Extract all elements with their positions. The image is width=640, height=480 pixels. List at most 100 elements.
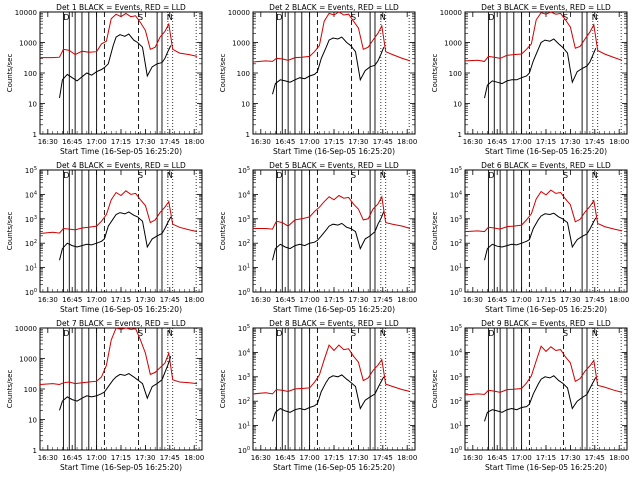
interval-letter: N xyxy=(592,13,598,22)
x-tick-label: 17:30 xyxy=(560,296,580,304)
y-tick-label: 102 xyxy=(450,239,462,248)
x-tick-label: 17:00 xyxy=(300,454,320,462)
plot-frame xyxy=(252,169,416,293)
x-axis-label: Start Time (16-Sep-05 16:25:20) xyxy=(485,463,607,472)
y-tick-label: 1 xyxy=(33,447,37,455)
y-tick-label: 10000 xyxy=(440,9,462,17)
x-tick-label: 17:00 xyxy=(87,454,107,462)
interval-letter: S xyxy=(138,171,143,180)
interval-letter: S xyxy=(351,329,356,338)
y-tick-label: 1000 xyxy=(19,40,37,48)
panel-det-6: 100 101 102 103 104 105 16:30 16:45 17:00 17:15 17… xyxy=(431,161,629,314)
x-tick-label: 17:00 xyxy=(512,138,532,146)
x-tick-label: 17:15 xyxy=(536,138,556,146)
x-tick-label: 16:30 xyxy=(251,296,271,304)
interval-letter: D xyxy=(276,13,282,22)
x-tick-label: 16:45 xyxy=(487,138,507,146)
x-tick-label: 17:30 xyxy=(348,454,368,462)
y-tick-label: 105 xyxy=(450,166,462,175)
x-tick-label: 17:00 xyxy=(512,454,532,462)
x-tick-label: 17:30 xyxy=(135,454,155,462)
y-tick-label: 102 xyxy=(25,239,37,248)
x-tick-label: 17:30 xyxy=(135,138,155,146)
interval-letter: S xyxy=(138,329,143,338)
interval-letter: S xyxy=(351,171,356,180)
y-tick-label: 10 xyxy=(453,101,462,109)
x-tick-label: 17:45 xyxy=(160,454,180,462)
panel-det-8: 100 101 102 103 104 105 16:30 16:45 17:00 17:15 17… xyxy=(219,319,417,472)
lld-series-line xyxy=(464,11,623,62)
x-tick-label: 17:30 xyxy=(560,454,580,462)
plot-frame xyxy=(252,327,416,451)
x-tick-label: 17:15 xyxy=(111,454,131,462)
interval-letter: S xyxy=(563,13,568,22)
panel-title: Det 5 BLACK = Events, RED = LLD xyxy=(269,161,399,170)
y-tick-label: 102 xyxy=(238,397,250,406)
x-tick-label: 17:15 xyxy=(111,296,131,304)
interval-letter: S xyxy=(563,171,568,180)
interval-letter: N xyxy=(167,329,173,338)
panel-title: Det 3 BLACK = Events, RED = LLD xyxy=(481,3,611,12)
y-tick-label: 1 xyxy=(33,131,37,139)
interval-letter: N xyxy=(380,329,386,338)
x-tick-label: 16:30 xyxy=(251,454,271,462)
panel-det-3: 1 10 100 1000 10000 16:30 16:45 17:00 17:15 17:30… xyxy=(431,3,629,156)
y-tick-label: 103 xyxy=(238,215,250,224)
x-tick-label: 18:00 xyxy=(609,138,629,146)
events-series-line xyxy=(484,212,597,261)
y-axis-label: Counts/sec xyxy=(6,212,14,251)
lld-series-line xyxy=(39,190,198,234)
x-tick-label: 17:30 xyxy=(348,296,368,304)
interval-letter: S xyxy=(138,13,143,22)
events-series-line xyxy=(484,38,597,99)
x-tick-label: 18:00 xyxy=(184,454,204,462)
y-tick-label: 10 xyxy=(241,101,250,109)
interval-letter: N xyxy=(380,171,386,180)
interval-letter: D xyxy=(63,171,69,180)
x-tick-label: 16:45 xyxy=(487,296,507,304)
y-tick-label: 1000 xyxy=(19,356,37,364)
x-tick-label: 17:15 xyxy=(536,454,556,462)
y-tick-label: 1000 xyxy=(444,40,462,48)
x-tick-label: 16:45 xyxy=(62,138,82,146)
y-tick-label: 103 xyxy=(25,215,37,224)
interval-letter: D xyxy=(63,329,69,338)
y-tick-label: 101 xyxy=(450,422,462,431)
x-axis-label: Start Time (16-Sep-05 16:25:20) xyxy=(485,305,607,314)
y-axis-label: Counts/sec xyxy=(431,54,439,93)
x-tick-label: 18:00 xyxy=(609,454,629,462)
x-tick-label: 16:30 xyxy=(38,454,58,462)
interval-letter: N xyxy=(592,329,598,338)
y-tick-label: 103 xyxy=(450,373,462,382)
y-tick-label: 100 xyxy=(24,70,37,78)
y-tick-label: 102 xyxy=(238,239,250,248)
events-series-line xyxy=(59,211,172,261)
y-tick-label: 104 xyxy=(450,348,462,357)
y-tick-label: 100 xyxy=(238,446,250,455)
y-tick-label: 10000 xyxy=(15,9,37,17)
x-axis-label: Start Time (16-Sep-05 16:25:20) xyxy=(273,147,395,156)
x-tick-label: 17:30 xyxy=(348,138,368,146)
x-tick-label: 17:00 xyxy=(512,296,532,304)
y-tick-label: 105 xyxy=(238,324,250,333)
lld-series-line xyxy=(40,12,198,59)
y-tick-label: 104 xyxy=(238,348,250,357)
interval-letter: D xyxy=(488,13,494,22)
y-tick-label: 101 xyxy=(238,264,250,273)
x-tick-label: 18:00 xyxy=(184,296,204,304)
y-tick-label: 100 xyxy=(450,446,462,455)
x-tick-label: 17:45 xyxy=(585,138,605,146)
x-tick-label: 16:30 xyxy=(463,296,483,304)
plot-frame xyxy=(464,327,628,451)
y-tick-label: 10 xyxy=(28,417,37,425)
x-tick-label: 17:45 xyxy=(585,296,605,304)
y-tick-label: 10000 xyxy=(15,325,37,333)
plot-frame xyxy=(39,169,203,293)
interval-letter: D xyxy=(276,171,282,180)
y-tick-label: 100 xyxy=(237,70,250,78)
interval-letter: S xyxy=(351,13,356,22)
x-tick-label: 17:15 xyxy=(111,138,131,146)
x-tick-label: 16:45 xyxy=(275,454,295,462)
x-tick-label: 16:30 xyxy=(463,454,483,462)
